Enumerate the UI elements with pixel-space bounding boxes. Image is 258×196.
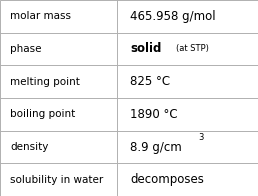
Text: solubility in water: solubility in water — [10, 175, 103, 185]
Text: (at STP): (at STP) — [176, 44, 209, 54]
Text: molar mass: molar mass — [10, 11, 71, 21]
Text: 465.958 g/mol: 465.958 g/mol — [130, 10, 216, 23]
Text: 3: 3 — [198, 133, 204, 142]
Text: 825 °C: 825 °C — [130, 75, 171, 88]
Text: density: density — [10, 142, 49, 152]
Text: 1890 °C: 1890 °C — [130, 108, 178, 121]
Text: boiling point: boiling point — [10, 109, 76, 119]
Text: phase: phase — [10, 44, 42, 54]
Text: solid: solid — [130, 43, 162, 55]
Text: decomposes: decomposes — [130, 173, 204, 186]
Text: 8.9 g/cm: 8.9 g/cm — [130, 141, 182, 153]
Text: melting point: melting point — [10, 77, 80, 87]
